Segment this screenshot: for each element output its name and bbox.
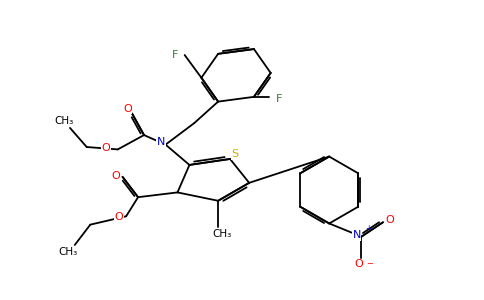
Text: −: − xyxy=(366,260,373,268)
Text: O: O xyxy=(123,104,132,114)
Text: O: O xyxy=(386,215,394,225)
Text: CH₃: CH₃ xyxy=(58,247,77,257)
Text: N: N xyxy=(157,137,165,147)
Text: O: O xyxy=(355,259,363,269)
Text: O: O xyxy=(111,171,120,181)
Text: O: O xyxy=(115,212,123,223)
Text: S: S xyxy=(231,149,239,159)
Text: F: F xyxy=(172,50,178,60)
Text: CH₃: CH₃ xyxy=(212,229,231,239)
Text: O: O xyxy=(102,143,110,153)
Text: +: + xyxy=(365,224,372,233)
Text: N: N xyxy=(352,230,361,240)
Text: CH₃: CH₃ xyxy=(54,116,74,126)
Text: F: F xyxy=(276,94,282,104)
